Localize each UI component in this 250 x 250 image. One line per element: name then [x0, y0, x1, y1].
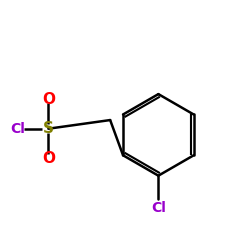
Text: S: S [43, 121, 54, 136]
Text: Cl: Cl [10, 122, 25, 136]
Text: O: O [42, 151, 55, 166]
Text: O: O [42, 92, 55, 106]
Text: Cl: Cl [151, 201, 166, 215]
